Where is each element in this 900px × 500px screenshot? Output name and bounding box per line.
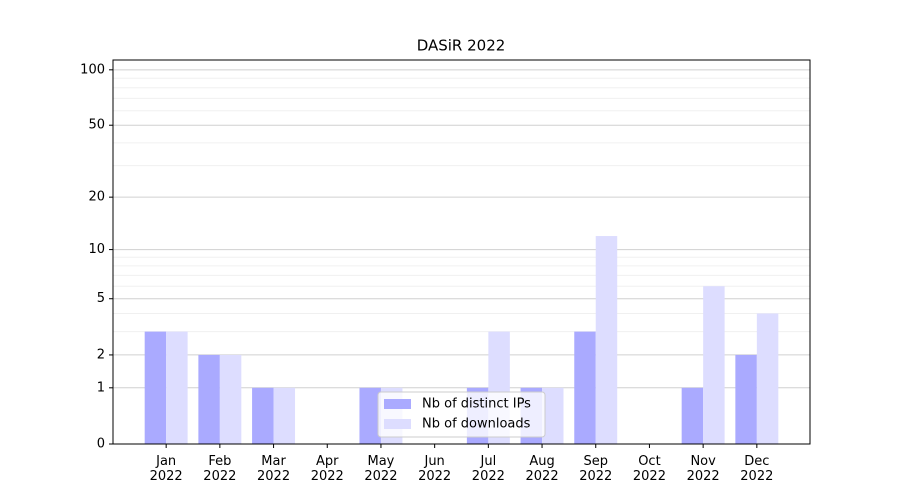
x-tick-label: Dec 2022 <box>740 454 774 484</box>
bar <box>252 387 274 444</box>
x-tick-label: Mar 2022 <box>257 454 291 484</box>
legend-box <box>377 391 546 438</box>
legend-swatch <box>384 419 411 429</box>
x-tick-label: Aug 2022 <box>525 454 559 484</box>
y-tick-label: 2 <box>97 347 105 362</box>
x-tick-label: Jan 2022 <box>149 454 183 484</box>
legend-label: Nb of downloads <box>422 417 531 432</box>
bar <box>198 354 220 444</box>
bar <box>681 387 704 444</box>
bar <box>166 331 188 444</box>
legend-label: Nb of distinct IPs <box>422 397 531 412</box>
bar <box>273 387 296 444</box>
y-tick-label: 100 <box>80 62 105 77</box>
x-tick-label: Apr 2022 <box>310 454 344 484</box>
x-tick-label: Nov 2022 <box>686 454 720 484</box>
x-tick-label: Oct 2022 <box>632 454 666 484</box>
x-tick-label: Feb 2022 <box>203 454 237 484</box>
y-tick-label: 50 <box>88 118 105 133</box>
y-tick-label: 5 <box>97 291 105 306</box>
bar <box>756 313 779 444</box>
y-tick-label: 0 <box>97 437 105 452</box>
bar <box>595 236 618 444</box>
bar <box>703 286 725 444</box>
bar <box>574 331 596 444</box>
x-tick-label: Jul 2022 <box>471 454 505 484</box>
y-tick-label: 10 <box>88 242 105 257</box>
bar <box>359 387 381 444</box>
bar <box>735 354 757 444</box>
bar <box>219 354 242 444</box>
legend-swatch <box>384 399 411 409</box>
legend: Nb of distinct IPs Nb of downloads <box>377 391 546 438</box>
plot-frame <box>112 59 811 445</box>
chart-title: DASiR 2022 <box>417 37 506 55</box>
x-tick-label: Sep 2022 <box>579 454 613 484</box>
bar <box>144 331 167 444</box>
bar <box>542 387 564 444</box>
y-tick-label: 20 <box>88 190 105 205</box>
x-tick-label: May 2022 <box>364 454 398 484</box>
x-tick-label: Jun 2022 <box>418 454 452 484</box>
y-tick-label: 1 <box>97 380 105 395</box>
